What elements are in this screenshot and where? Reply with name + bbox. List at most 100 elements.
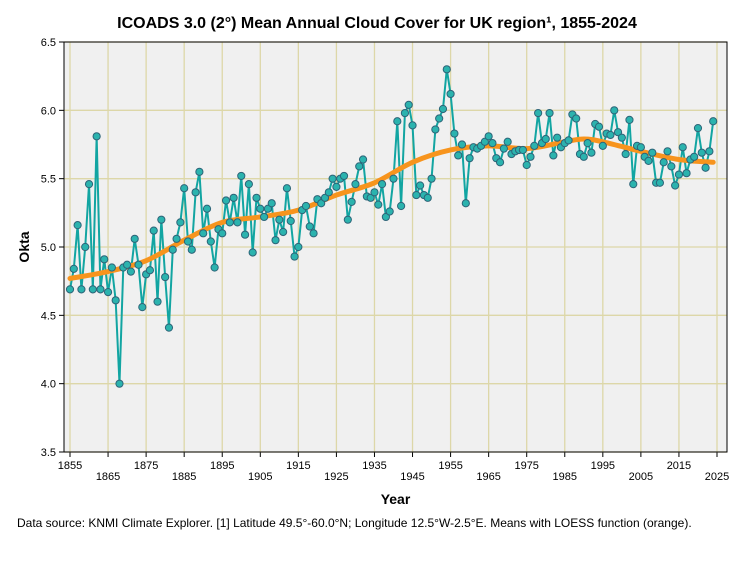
y-tick-label: 3.5 [41,447,56,459]
data-point [271,236,280,245]
data-point [545,108,554,118]
data-point [648,148,657,157]
data-point [457,140,467,149]
data-point [427,174,436,183]
data-point [111,296,120,305]
data-point [629,180,638,189]
data-point [674,170,684,179]
data-point [69,264,78,273]
data-point [84,180,94,189]
data-point [202,204,212,213]
y-tick-label: 4.0 [41,379,56,391]
plot-frame [63,41,728,453]
data-point [115,379,124,388]
data-point [96,285,105,294]
data-point [145,266,155,275]
data-point [240,230,250,239]
data-point [381,212,390,222]
data-point [408,121,417,130]
data-point [279,227,288,237]
data-point [435,114,444,123]
data-point [130,234,139,243]
y-tick-label: 6.5 [41,37,56,49]
data-point [343,215,352,224]
data-point [347,197,356,206]
chart-title: ICOADS 3.0 (2°) Mean Annual Cloud Cover … [117,15,637,32]
data-point [149,226,158,235]
data-point [187,245,196,254]
data-point [697,148,706,157]
x-tick-label: 1905 [248,471,272,483]
data-point [328,174,337,183]
data-point [416,181,425,190]
data-point [282,184,292,193]
data-point [305,222,314,231]
data-point [237,171,246,181]
data-point [294,242,303,252]
data-point [693,124,703,133]
data-point [636,143,645,152]
y-tick-label: 5.5 [41,174,56,186]
data-point [290,252,299,261]
data-point [218,229,227,238]
x-axis-label: Year [381,491,411,507]
data-point [613,128,623,137]
data-point [183,237,193,246]
x-tick-label: 1945 [400,471,424,483]
data-point [256,204,265,213]
data-point [438,104,448,114]
data-point [366,193,375,202]
data-point [579,152,588,161]
data-point [260,212,269,222]
x-tick-label: 1915 [286,460,310,472]
data-point [157,215,166,224]
data-point [617,133,626,142]
data-point [682,169,691,178]
data-point [122,260,132,269]
data-point [351,180,360,189]
data-point [389,174,398,183]
x-tick-label: 2015 [667,460,691,472]
data-point [667,162,676,171]
y-tick-label: 6.0 [41,105,56,117]
data-point [107,263,116,272]
data-point [324,188,333,197]
data-point [176,218,185,227]
x-tick-label: 1925 [324,471,348,483]
data-point [286,216,295,226]
data-point [488,139,497,148]
data-point [339,171,349,181]
data-point [655,178,665,187]
data-point [431,125,440,134]
data-point [374,200,383,209]
data-point [671,181,680,190]
data-point [594,122,604,131]
data-point [267,199,276,208]
data-point [701,163,710,172]
data-point [610,106,619,115]
data-point [495,158,505,167]
data-point [678,143,687,152]
y-axis-label: Okta [16,231,32,262]
data-point [690,152,699,161]
data-point [161,272,170,282]
data-point [705,147,714,156]
data-point [564,136,573,145]
data-point [263,204,273,213]
data-point [465,154,474,163]
x-tick-label: 1865 [96,471,120,483]
data-point [317,199,326,208]
data-point [168,245,177,254]
data-point [659,158,668,167]
data-point [518,145,528,155]
data-point [309,229,318,238]
data-point [164,323,174,332]
data-point [332,182,341,191]
data-point [77,285,86,294]
data-point [583,139,592,148]
data-point [100,255,109,264]
data-point [138,303,147,312]
x-tick-label: 2025 [705,471,729,483]
data-point [709,117,718,126]
